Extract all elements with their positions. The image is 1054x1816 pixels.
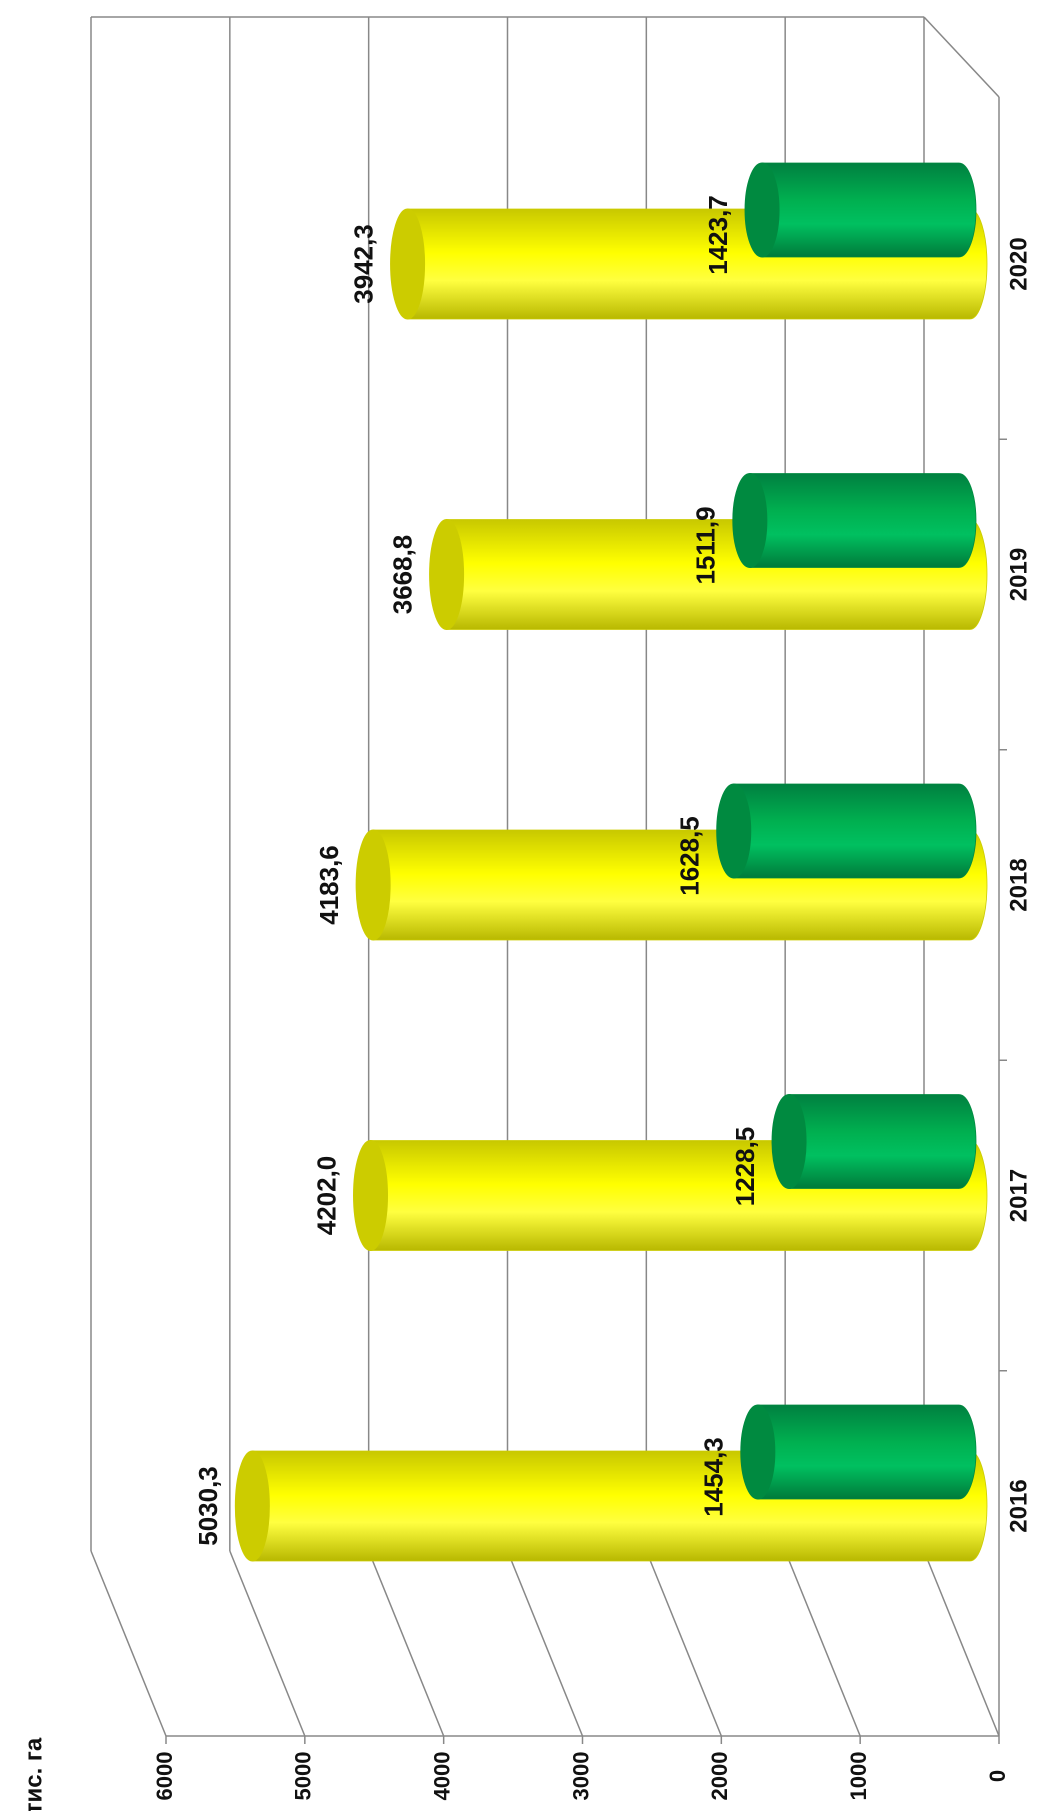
depth-line <box>229 1550 306 1737</box>
x-tick-label: 2018 <box>1005 858 1032 911</box>
value-label: 3668,8 <box>387 535 417 615</box>
floor-edge <box>923 16 1000 98</box>
cylinder-top <box>353 1140 389 1251</box>
cylinder-top <box>716 783 752 879</box>
x-tick-label: 2017 <box>1005 1169 1032 1222</box>
cylinder <box>761 162 977 258</box>
x-tick-label: 2019 <box>1005 548 1032 601</box>
y-tick-label: 0 <box>985 1770 1010 1782</box>
cylinder <box>788 1094 977 1189</box>
cylinder-top <box>740 1404 776 1500</box>
cylinder <box>749 473 977 568</box>
value-label: 1454,3 <box>699 1437 729 1517</box>
y-tick-label: 4000 <box>429 1752 454 1801</box>
y-tick-label: 5000 <box>291 1752 316 1801</box>
x-tick-label: 2016 <box>1005 1479 1032 1532</box>
cylinder-top <box>390 208 426 320</box>
cylinder-top <box>355 829 391 941</box>
y-tick-label: 1000 <box>846 1752 871 1801</box>
axis-title: тис. га <box>20 1737 47 1811</box>
depth-line <box>506 1550 584 1737</box>
cylinder <box>757 1404 977 1500</box>
value-label: 1423,7 <box>703 195 733 275</box>
depth-line <box>90 1550 167 1737</box>
x-tick-label: 2020 <box>1005 237 1032 290</box>
cylinder-top <box>234 1450 270 1562</box>
cylinder-top <box>744 162 780 258</box>
y-tick-label: 2000 <box>707 1752 732 1801</box>
value-label: 4202,0 <box>311 1156 341 1236</box>
cylinder-top <box>429 519 465 630</box>
cylinder-top <box>771 1094 807 1189</box>
value-label: 1628,5 <box>675 816 705 896</box>
value-label: 3942,3 <box>348 224 378 304</box>
cylinder-top <box>732 473 768 568</box>
value-label: 1511,9 <box>691 506 721 584</box>
depth-line <box>367 1550 445 1737</box>
depth-line <box>645 1550 723 1737</box>
cylinder <box>733 783 977 879</box>
value-label: 1228,5 <box>730 1127 760 1207</box>
plot: тис. га 0 1000 2000 3000 4000 5000 6000 2016 201… <box>20 16 1032 1814</box>
depth-line <box>923 1550 1000 1737</box>
y-tick-label: 3000 <box>568 1752 593 1801</box>
depth-line <box>784 1550 861 1737</box>
value-label: 5030,3 <box>193 1466 223 1546</box>
y-tick-label: 6000 <box>152 1752 177 1801</box>
value-label: 4183,6 <box>314 845 344 925</box>
